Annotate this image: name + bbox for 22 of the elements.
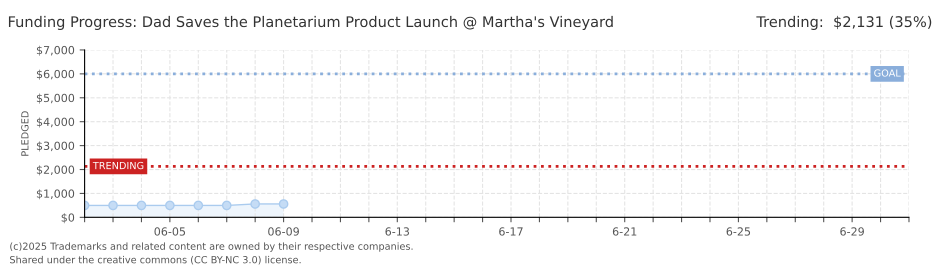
ref-line-label: GOAL: [874, 69, 901, 77]
chart-subtitle: Trending: $2,131 (35%): [756, 16, 932, 30]
x-tick-label: 06-09: [268, 227, 299, 236]
text: Shared under the creative commons (CC BY-NC 3.0) license.: [10, 256, 301, 265]
x-tick-label: 06-05: [154, 227, 186, 236]
y-axis-title: PLEDGED: [21, 111, 29, 156]
y-tick-label: $0: [62, 213, 74, 224]
chart-title: Funding Progress: Dad Saves the Planetarium Product Launch @ Martha's Vineyard: [8, 16, 613, 30]
x-tick-label: 6-29: [840, 227, 864, 236]
x-tick-label: 6-21: [612, 227, 636, 236]
y-tick-label: $1,000: [36, 189, 74, 200]
y-tick-label: $3,000: [36, 141, 74, 152]
ref-line-label: TRENDING: [92, 162, 144, 170]
y-tick-label: $5,000: [36, 94, 74, 104]
y-tick-label: $6,000: [36, 70, 74, 80]
x-tick-label: 6-13: [385, 227, 410, 236]
x-tick-label: 6-25: [726, 227, 750, 236]
text: (c)2025 Trademarks and related content are owned by their respective companies.: [10, 242, 413, 252]
x-tick-label: 6-17: [499, 227, 523, 236]
y-tick-label: $2,000: [36, 165, 74, 176]
y-tick-label: $4,000: [36, 117, 74, 128]
y-tick-label: $7,000: [36, 46, 74, 56]
